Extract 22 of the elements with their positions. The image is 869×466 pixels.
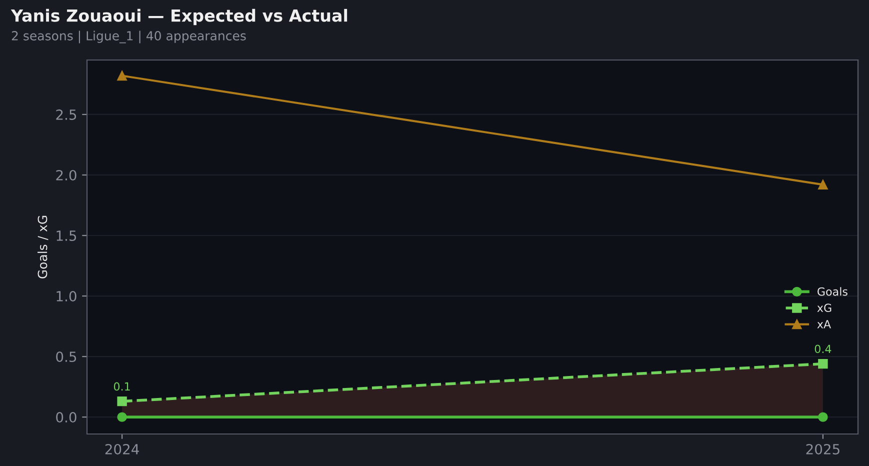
data-label: 0.1 <box>114 382 130 391</box>
y-tick-label: 2.0 <box>56 170 76 180</box>
point <box>117 412 127 422</box>
chart-subtitle: 2 seasons | Ligue_1 | 40 appearances <box>12 30 246 44</box>
point <box>818 412 828 422</box>
y-axis-title: Goals / xG <box>38 216 48 278</box>
y-tick-label: 2.5 <box>56 109 76 120</box>
point <box>818 180 828 190</box>
chart-title: Yanis Zouaoui — Expected vs Actual <box>10 8 348 26</box>
x-tick-label: 2024 <box>105 444 139 454</box>
point <box>117 396 127 406</box>
point <box>117 70 127 81</box>
y-tick-label: 0.5 <box>56 352 76 362</box>
legend-label: xA <box>817 320 831 328</box>
data-label: 0.4 <box>814 344 832 354</box>
y-tick-label: 1.0 <box>56 290 76 302</box>
legend-label: xG <box>817 304 832 312</box>
y-tick-label: 1.5 <box>56 230 76 241</box>
y-tick-label: 0.0 <box>56 412 76 423</box>
x-tick-label: 2025 <box>806 444 840 454</box>
point <box>818 358 828 369</box>
legend-label: Goals <box>818 287 848 296</box>
